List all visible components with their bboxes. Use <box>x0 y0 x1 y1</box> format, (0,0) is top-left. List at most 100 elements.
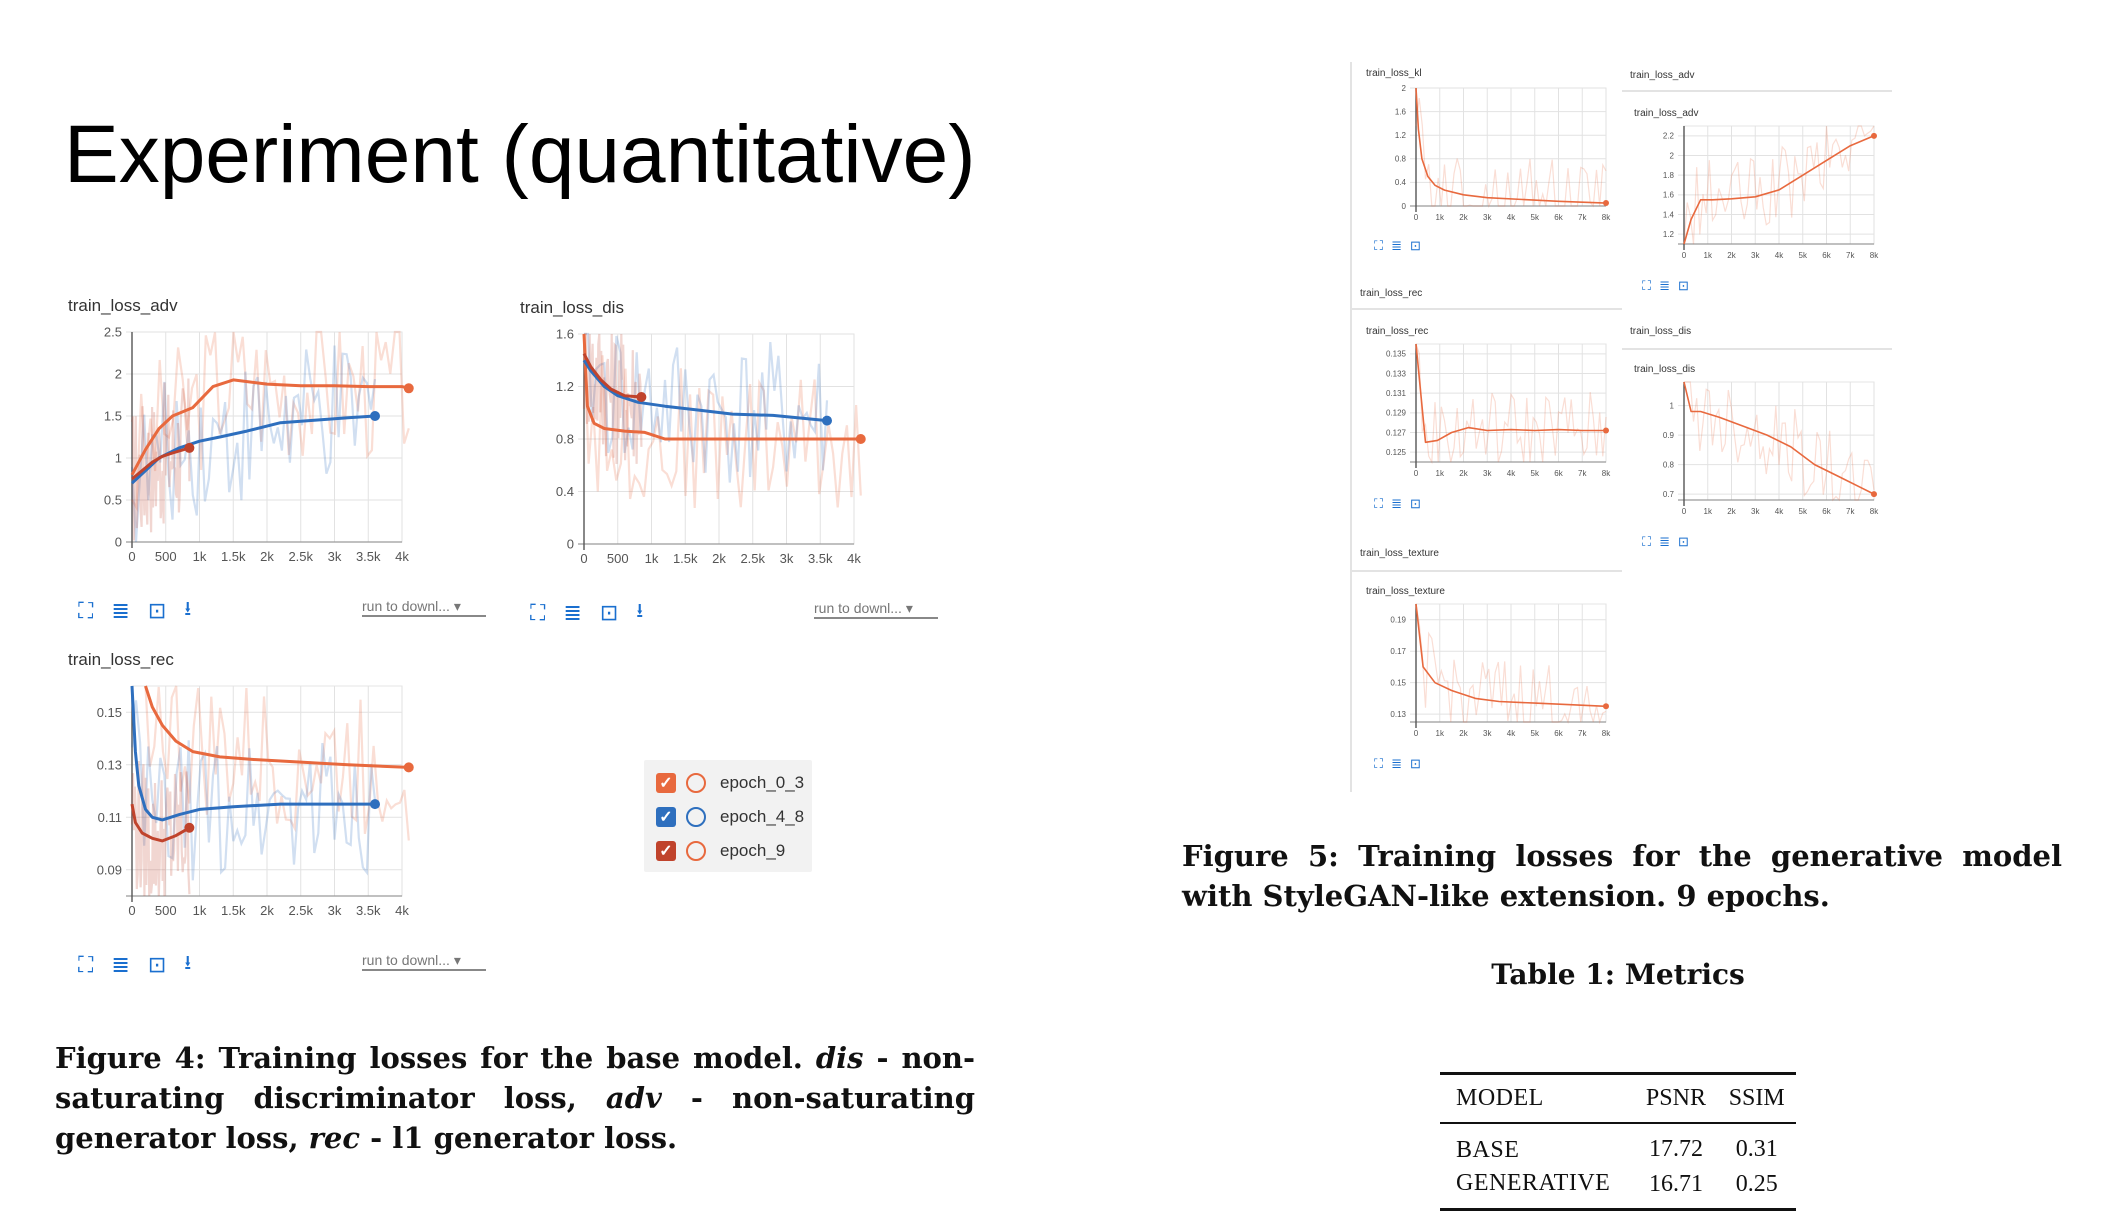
fit-domain-icon[interactable]: ⊡ <box>147 952 167 977</box>
x-tick-label: 1k <box>1436 729 1445 738</box>
series-raw-trace <box>144 685 410 841</box>
x-tick-label: 4k <box>1775 507 1784 516</box>
download-icon[interactable]: ⭳ <box>184 598 192 620</box>
y-tick-label: 0.4 <box>556 484 574 499</box>
download-icon[interactable]: ⭳ <box>184 952 192 974</box>
expand-icon[interactable]: ⛶ <box>530 600 546 625</box>
checkbox-icon[interactable]: ✓ <box>656 841 676 861</box>
x-tick-label: 3k <box>1751 251 1760 260</box>
x-tick-label: 7k <box>1846 251 1855 260</box>
chart-plot: 0 1k 2k 3k 4k 5k 6k 7k 8k 0.125 0.127 0.129 0.131 0.1… <box>1386 343 1611 478</box>
fit-domain-icon[interactable]: ⊡ <box>1678 278 1689 293</box>
download-icon[interactable]: ⭳ <box>636 600 644 622</box>
download-run-select[interactable]: run to downl... ▾ <box>362 952 486 971</box>
download-run-select[interactable]: run to downl... ▾ <box>362 598 486 617</box>
lines-icon[interactable]: ≣ <box>111 952 130 977</box>
lines-icon[interactable]: ≣ <box>1659 534 1671 549</box>
y-tick-label: 0.8 <box>1395 155 1407 164</box>
x-tick-label: 1k <box>645 551 659 566</box>
x-tick-label: 3k <box>1483 469 1492 478</box>
x-tick-label: 6k <box>1554 729 1563 738</box>
fit-domain-icon[interactable]: ⊡ <box>1678 534 1689 549</box>
lines-icon[interactable]: ≣ <box>1391 496 1403 511</box>
series-line <box>1683 381 1875 495</box>
y-tick-label: 0.15 <box>97 705 122 720</box>
expand-icon[interactable]: ⛶ <box>1374 496 1384 511</box>
panel-title: train_loss_rec <box>1360 288 1423 299</box>
x-tick-label: 3k <box>1483 729 1492 738</box>
series-endpoint <box>822 415 832 426</box>
checkbox-icon[interactable]: ✓ <box>656 773 676 793</box>
series-line <box>130 803 191 843</box>
cell-ssim: 0.25 <box>1735 1171 1778 1197</box>
legend-item-epoch-4-8[interactable]: ✓ epoch_4_8 <box>656 802 804 832</box>
panel-frame <box>1622 90 1892 92</box>
lines-icon[interactable]: ≣ <box>1391 238 1403 253</box>
y-tick-label: 2 <box>115 367 122 382</box>
legend-item-epoch-0-3[interactable]: ✓ epoch_0_3 <box>656 768 804 798</box>
series-raw-trace <box>582 333 862 509</box>
panel-title: train_loss_dis <box>1630 326 1692 337</box>
fit-domain-icon[interactable]: ⊡ <box>1410 756 1421 771</box>
x-tick-label: 8k <box>1602 213 1611 222</box>
chart-train-loss-texture: train_loss_texture 0 1k 2k 3k 4k 5k 6k 7k 8k 0.13… <box>1360 582 1630 792</box>
checkbox-icon[interactable]: ✓ <box>656 807 676 827</box>
chart-toolbar: ⛶ ≣ ⊡ ⭳ <box>530 596 643 630</box>
series-endpoint <box>370 411 380 421</box>
lines-icon[interactable]: ≣ <box>563 600 582 625</box>
chart-plot: 0 500 1k 1.5k 2k 2.5k 3k 3.5k 4k 0 0.4 0.8 1.2 1.6 <box>556 327 866 566</box>
x-tick-label: 3k <box>780 551 794 566</box>
y-tick-label: 0.127 <box>1386 428 1407 437</box>
series-raw-trace <box>130 345 377 543</box>
y-tick-label: 0.8 <box>556 432 574 447</box>
chart-plot: 0 500 1k 1.5k 2k 2.5k 3k 3.5k 4k 0.09 0.11 0.13 0.15 <box>97 685 414 918</box>
expand-icon[interactable]: ⛶ <box>1374 238 1384 253</box>
table-row: GENERATIVE 16.71 0.25 <box>1440 1167 1796 1210</box>
x-tick-label: 8k <box>1870 251 1879 260</box>
lines-icon[interactable]: ≣ <box>1659 278 1671 293</box>
fit-domain-icon[interactable]: ⊡ <box>599 600 619 625</box>
expand-icon[interactable]: ⛶ <box>1642 534 1652 549</box>
series-endpoint <box>403 762 414 773</box>
x-tick-label: 3.5k <box>356 549 381 564</box>
chart-title: train_loss_kl <box>1366 68 1422 79</box>
expand-icon[interactable]: ⛶ <box>1374 756 1384 771</box>
chart-toolbar: ⛶ ≣ ⊡ <box>1374 496 1421 512</box>
run-color-circle <box>686 841 706 861</box>
lines-icon[interactable]: ≣ <box>111 598 130 623</box>
chart-train-loss-dis: train_loss_dis 0 500 1k 1.5k 2k 2.5k 3k 3.5k 4k 0… <box>514 298 954 628</box>
table-header-row: MODEL PSNR SSIM <box>1440 1073 1796 1123</box>
run-legend: ✓ epoch_0_3 ✓ epoch_4_8 ✓ epoch_9 <box>644 760 812 872</box>
series-line <box>1415 603 1607 708</box>
panel-title: train_loss_texture <box>1360 548 1439 559</box>
chart-title: train_loss_adv <box>68 296 178 315</box>
x-tick-label: 8k <box>1602 469 1611 478</box>
x-tick-label: 6k <box>1554 469 1563 478</box>
lines-icon[interactable]: ≣ <box>1391 756 1403 771</box>
header-model: MODEL <box>1456 1085 1544 1111</box>
y-tick-label: 1.8 <box>1663 171 1675 180</box>
x-tick-label: 2k <box>1459 469 1468 478</box>
series-line <box>582 359 828 423</box>
x-tick-label: 2.5k <box>740 551 765 566</box>
y-tick-label: 0 <box>567 537 574 552</box>
x-tick-label: 0 <box>1414 729 1419 738</box>
expand-icon[interactable]: ⛶ <box>1642 278 1652 293</box>
x-tick-label: 4k <box>395 903 409 918</box>
y-tick-label: 1.6 <box>1395 107 1407 116</box>
expand-icon[interactable]: ⛶ <box>78 952 94 977</box>
fit-domain-icon[interactable]: ⊡ <box>1410 496 1421 511</box>
chart-plot: 0 1k 2k 3k 4k 5k 6k 7k 8k 0 0.4 0.8 1.2 1.6 2 <box>1395 84 1611 222</box>
download-run-select[interactable]: run to downl... ▾ <box>814 600 938 619</box>
y-tick-label: 0.11 <box>98 810 122 825</box>
figure-4-caption: Figure 4: Training losses for the base m… <box>55 1038 975 1158</box>
fit-domain-icon[interactable]: ⊡ <box>1410 238 1421 253</box>
chart-plot: 0 500 1k 1.5k 2k 2.5k 3k 3.5k 4k 0 0.5 1 1.5 2 2.5 <box>104 325 414 564</box>
fit-domain-icon[interactable]: ⊡ <box>147 598 167 623</box>
x-tick-label: 1k <box>1704 507 1713 516</box>
x-tick-label: 8k <box>1602 729 1611 738</box>
series-line <box>582 353 642 399</box>
expand-icon[interactable]: ⛶ <box>78 598 94 623</box>
legend-item-epoch-9[interactable]: ✓ epoch_9 <box>656 836 785 866</box>
x-tick-label: 7k <box>1846 507 1855 516</box>
